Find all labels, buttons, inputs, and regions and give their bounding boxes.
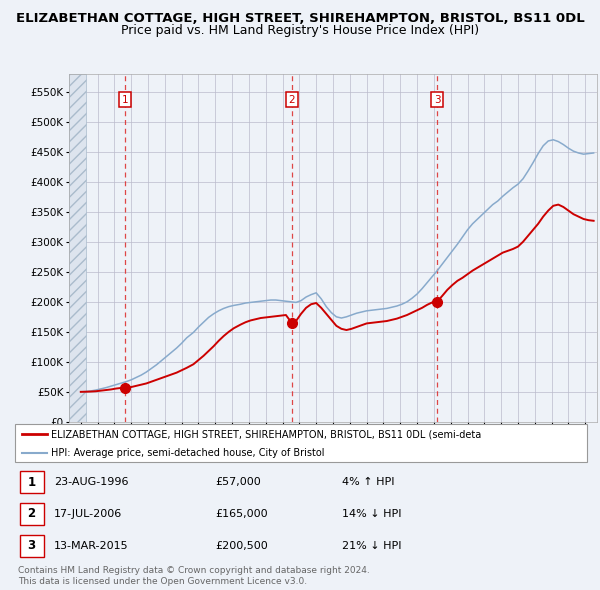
Text: £57,000: £57,000: [215, 477, 261, 487]
Text: 17-JUL-2006: 17-JUL-2006: [54, 509, 122, 519]
Text: 2: 2: [28, 507, 35, 520]
Text: 21% ↓ HPI: 21% ↓ HPI: [341, 540, 401, 550]
FancyBboxPatch shape: [20, 535, 44, 556]
Text: This data is licensed under the Open Government Licence v3.0.: This data is licensed under the Open Gov…: [18, 577, 307, 586]
Text: HPI: Average price, semi-detached house, City of Bristol: HPI: Average price, semi-detached house,…: [50, 448, 324, 458]
Text: 23-AUG-1996: 23-AUG-1996: [54, 477, 128, 487]
FancyBboxPatch shape: [15, 424, 587, 463]
Text: 13-MAR-2015: 13-MAR-2015: [54, 540, 128, 550]
Text: Price paid vs. HM Land Registry's House Price Index (HPI): Price paid vs. HM Land Registry's House …: [121, 24, 479, 37]
Text: £200,500: £200,500: [215, 540, 268, 550]
Text: Contains HM Land Registry data © Crown copyright and database right 2024.: Contains HM Land Registry data © Crown c…: [18, 566, 370, 575]
Text: 1: 1: [122, 95, 128, 105]
Text: ELIZABETHAN COTTAGE, HIGH STREET, SHIREHAMPTON, BRISTOL, BS11 0DL: ELIZABETHAN COTTAGE, HIGH STREET, SHIREH…: [16, 12, 584, 25]
Text: 3: 3: [28, 539, 35, 552]
Text: 14% ↓ HPI: 14% ↓ HPI: [341, 509, 401, 519]
Text: 4% ↑ HPI: 4% ↑ HPI: [341, 477, 394, 487]
FancyBboxPatch shape: [20, 471, 44, 493]
Bar: [69, 74, 86, 422]
FancyBboxPatch shape: [20, 503, 44, 525]
Text: 3: 3: [434, 95, 440, 105]
Text: 1: 1: [28, 476, 35, 489]
Text: ELIZABETHAN COTTAGE, HIGH STREET, SHIREHAMPTON, BRISTOL, BS11 0DL (semi-deta: ELIZABETHAN COTTAGE, HIGH STREET, SHIREH…: [50, 430, 481, 440]
Text: £165,000: £165,000: [215, 509, 268, 519]
Text: 2: 2: [289, 95, 295, 105]
